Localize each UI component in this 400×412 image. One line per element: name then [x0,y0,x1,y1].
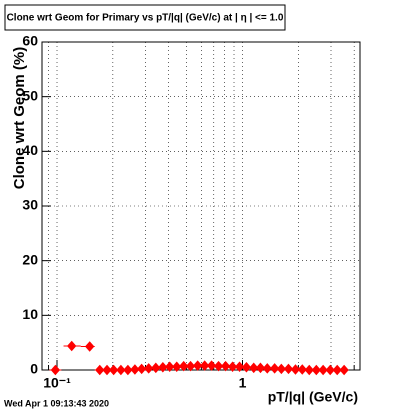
data-point [234,361,245,372]
data-point [50,364,61,376]
data-point [185,360,196,372]
data-point [123,364,133,376]
data-point [179,360,189,372]
data-point [95,364,105,376]
data-point [116,364,126,376]
data-point [130,364,140,375]
data-point [108,364,119,376]
data-point [151,362,161,374]
y-tick-label: 0 [30,361,38,377]
data-point [220,360,231,372]
y-tick-label: 20 [22,251,38,267]
data-point [192,360,203,371]
data-point [227,361,238,372]
title-box [4,4,286,31]
footer-date: Wed Apr 1 09:13:43 2020 [4,398,109,408]
data-point [165,361,175,372]
data-point [206,360,217,371]
y-tick-label: 50 [22,87,38,103]
data-point [318,364,328,376]
y-tick-label: 60 [22,33,38,49]
data-point [325,364,335,376]
data-point [332,364,342,376]
data-point [144,363,154,374]
data-point [172,361,182,372]
data-point [67,340,77,352]
data-point [269,363,280,374]
y-tick-label: 30 [22,197,38,213]
y-axis-label: Clone wrt Geom (%) [11,47,28,190]
data-point [249,362,259,374]
data-point [85,341,95,352]
data-point [290,364,301,375]
data-point [304,364,314,376]
chart-title: Clone wrt Geom for Primary vs pT/|q| (Ge… [7,13,284,24]
x-axis-label: pT/|q| (GeV/c) [268,389,358,405]
data-point [158,362,168,373]
data-point [199,360,210,371]
data-point [339,364,349,376]
data-point [255,362,266,374]
x-tick-label: 10⁻¹ [43,375,71,391]
y-tick-label: 40 [22,142,38,158]
data-point [283,363,294,375]
data-point [213,360,224,372]
data-point [241,362,252,373]
data-point [136,363,147,375]
data-point [311,364,321,376]
data-point [102,364,112,376]
data-point [262,363,272,374]
data-point [297,364,307,375]
data-point [276,363,287,375]
x-tick-label: 1 [239,375,247,391]
y-tick-label: 10 [22,306,38,322]
